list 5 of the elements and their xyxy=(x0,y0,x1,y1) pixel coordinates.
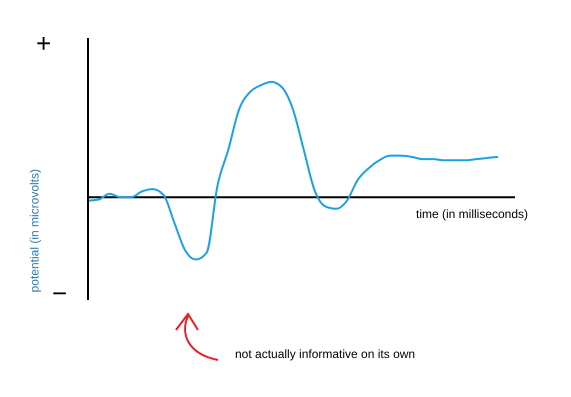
text: − xyxy=(52,278,68,308)
x-axis-title: time (in milliseconds) xyxy=(416,207,528,221)
text: not actually informative on its own xyxy=(235,347,416,361)
y-axis-title: potential (in microvolts) xyxy=(27,168,42,292)
text: + xyxy=(36,28,52,58)
